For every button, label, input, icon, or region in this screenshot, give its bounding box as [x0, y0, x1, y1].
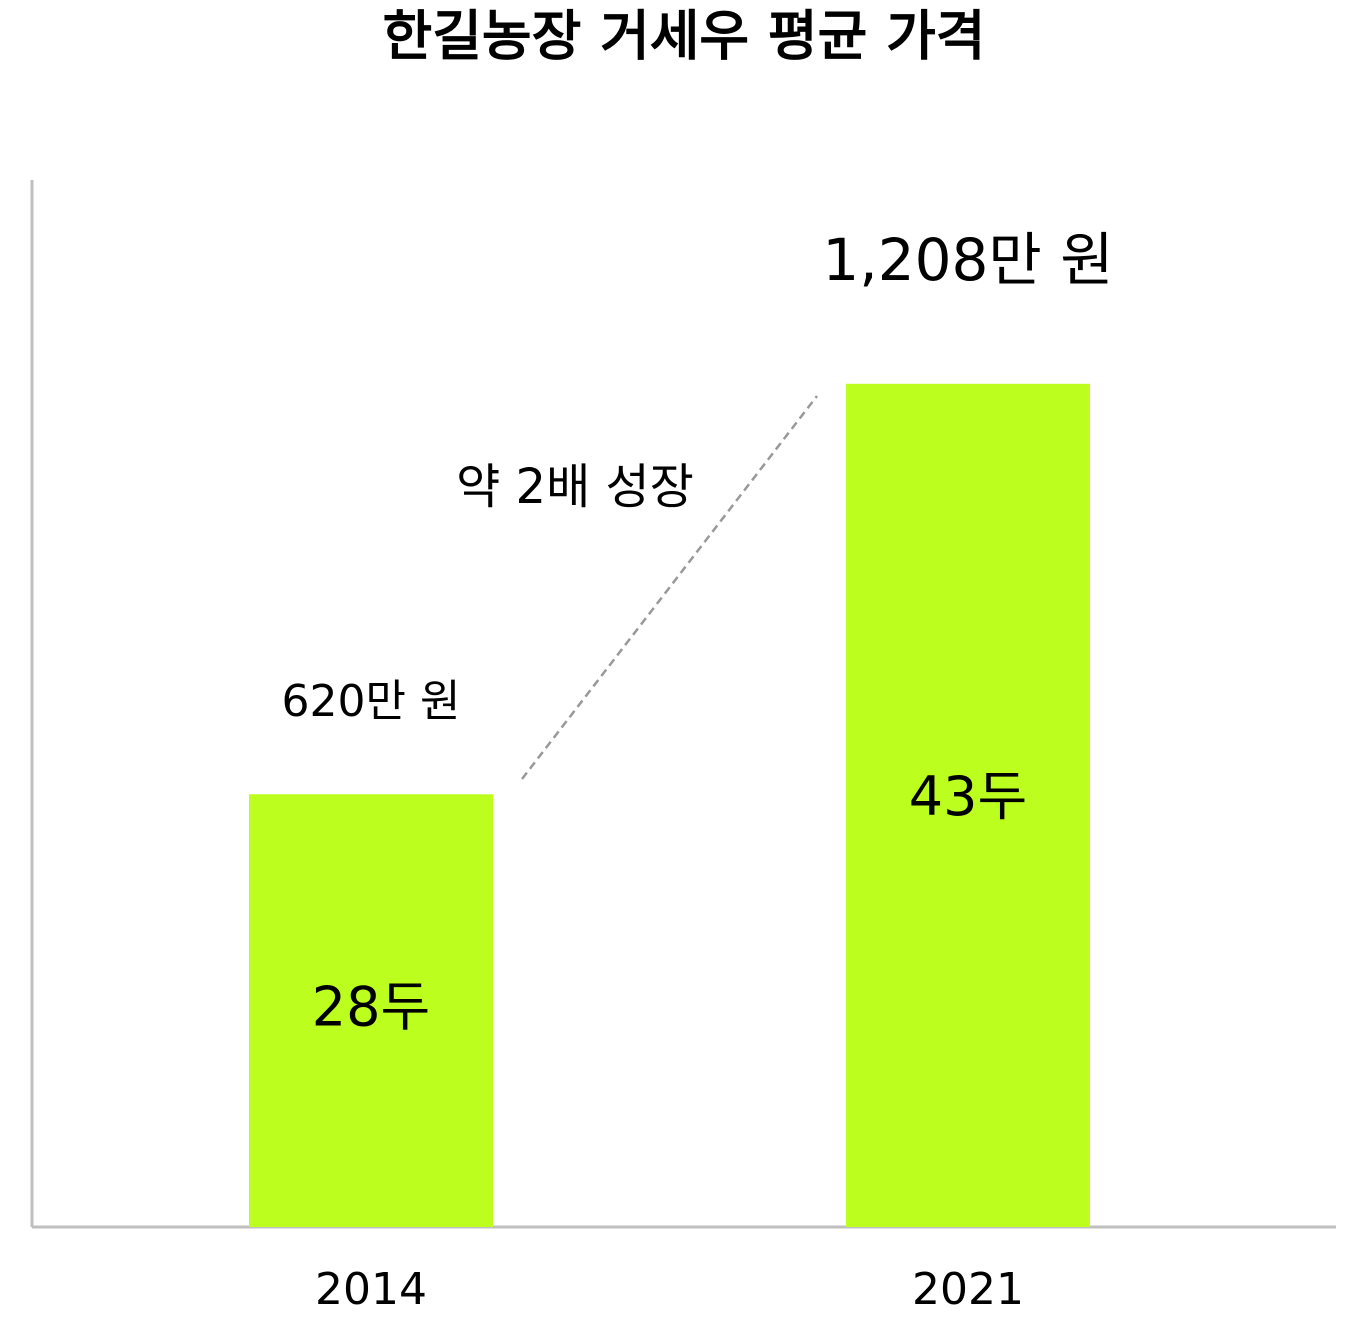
- bar: [846, 383, 1090, 1227]
- x-tick-label: 2014: [315, 1264, 427, 1315]
- x-tick-label: 2021: [912, 1264, 1024, 1315]
- value-label: 620만 원: [282, 676, 461, 727]
- bar: [249, 794, 493, 1227]
- annotation: 약 2배 성장: [456, 459, 694, 515]
- value-label: 1,208만 원: [822, 226, 1113, 294]
- trend-line: [521, 395, 818, 780]
- bar-label: 28두: [312, 975, 430, 1038]
- bar-label: 43두: [909, 765, 1027, 828]
- chart-title: 한길농장 거세우 평균 가격: [383, 5, 986, 68]
